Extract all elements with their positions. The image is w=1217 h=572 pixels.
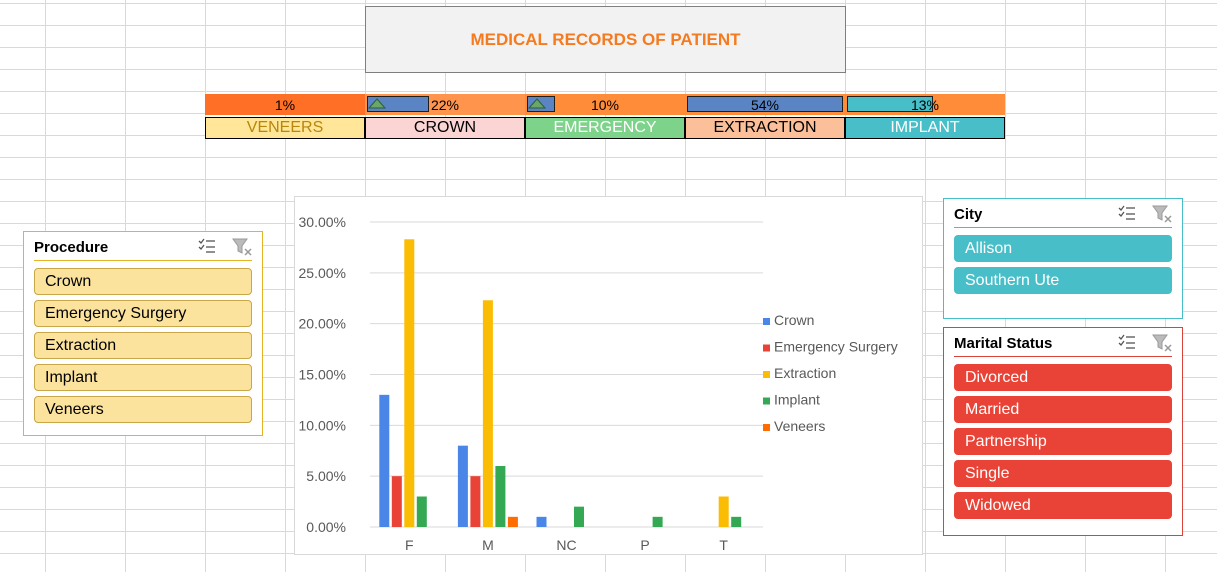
up-triangle-icon	[368, 98, 386, 109]
clear-filter-icon[interactable]	[232, 238, 252, 256]
slicer-item-extraction[interactable]: Extraction	[34, 332, 252, 359]
legend-label-emergency-surgery: Emergency Surgery	[774, 339, 898, 355]
bar-extraction-f	[404, 239, 415, 527]
city-slicer: City Allison Southern Ute	[943, 198, 1183, 319]
multi-select-icon[interactable]	[1118, 205, 1136, 221]
multi-select-icon[interactable]	[198, 238, 216, 254]
kpi-percent-implant: 13%	[845, 94, 1005, 115]
kpi-label-implant: IMPLANT	[845, 117, 1005, 139]
up-triangle-icon	[528, 98, 546, 109]
kpi-percent-emergency: 10%	[525, 94, 685, 115]
kpi-percent-label: 13%	[910, 96, 940, 113]
slicer-item-single[interactable]: Single	[954, 460, 1172, 487]
slicer-header-icons	[1118, 205, 1172, 223]
x-tick-label: NC	[556, 537, 576, 553]
clear-filter-icon[interactable]	[1152, 334, 1172, 352]
bar-emergency-surgery-f	[391, 476, 402, 527]
slicer-title: Marital Status	[954, 335, 1053, 352]
slicer-item-divorced[interactable]: Divorced	[954, 364, 1172, 391]
procedure-chart[interactable]: 0.00% 5.00% 10.00% 15.00% 20.00% 25.00% 30.00%…	[294, 196, 923, 555]
bar-veneers-m	[507, 516, 518, 527]
bar-extraction-t	[718, 496, 729, 527]
bar-crown-m	[457, 445, 468, 527]
legend-swatch-veneers	[763, 424, 770, 431]
legend-swatch-emergency-surgery	[763, 344, 770, 352]
y-tick-label: 5.00%	[306, 468, 346, 484]
kpi-percent-label: 54%	[750, 96, 780, 113]
x-tick-label: M	[482, 537, 494, 553]
legend-label-veneers: Veneers	[774, 418, 825, 434]
x-tick-label: F	[405, 537, 414, 553]
y-tick-label: 15.00%	[299, 367, 346, 383]
x-tick-label: P	[640, 537, 649, 553]
bar-extraction-m	[482, 300, 493, 527]
legend-label-implant: Implant	[774, 392, 820, 408]
clear-filter-icon[interactable]	[1152, 205, 1172, 223]
slicer-header-icons	[198, 238, 252, 256]
legend-swatch-crown	[763, 318, 770, 325]
kpi-percent-label: 22%	[430, 96, 460, 113]
slicer-item-allison[interactable]: Allison	[954, 235, 1172, 262]
bar-implant-m	[495, 466, 506, 527]
slicer-title: Procedure	[34, 239, 109, 256]
y-tick-label: 0.00%	[306, 519, 346, 535]
kpi-data-bar	[687, 96, 843, 112]
bar-emergency-surgery-m	[470, 476, 481, 527]
legend-swatch-extraction	[763, 371, 770, 378]
legend-label-crown: Crown	[774, 312, 814, 328]
kpi-percent-veneers: 1%	[205, 94, 365, 115]
slicer-header: City	[954, 199, 1172, 228]
bar-crown-nc	[536, 516, 547, 527]
slicer-title: City	[954, 206, 983, 223]
procedure-slicer: Procedure Crown Emergency Surgery Extractio…	[23, 231, 263, 436]
slicer-header: Procedure	[34, 232, 252, 261]
kpi-percent-label: 10%	[590, 96, 620, 113]
legend-swatch-implant	[763, 397, 770, 405]
bar-implant-f	[416, 496, 427, 527]
chart-svg: 0.00% 5.00% 10.00% 15.00% 20.00% 25.00% 30.00%…	[299, 214, 898, 553]
slicer-header: Marital Status	[954, 328, 1172, 357]
page-title-text: MEDICAL RECORDS OF PATIENT	[470, 29, 741, 49]
slicer-item-emergency-surgery[interactable]: Emergency Surgery	[34, 300, 252, 327]
slicer-item-southern-ute[interactable]: Southern Ute	[954, 267, 1172, 294]
bar-implant-p	[652, 516, 663, 527]
slicer-item-implant[interactable]: Implant	[34, 364, 252, 391]
kpi-label-veneers: VENEERS	[205, 117, 365, 139]
kpi-percent-label: 1%	[274, 96, 296, 113]
y-tick-label: 25.00%	[299, 265, 346, 281]
kpi-label-extraction: EXTRACTION	[685, 117, 845, 139]
kpi-data-bar	[847, 96, 933, 112]
bar-implant-nc	[574, 506, 584, 527]
multi-select-icon[interactable]	[1118, 334, 1136, 350]
y-tick-label: 10.00%	[299, 417, 346, 433]
kpi-percent-extraction: 54%	[685, 94, 845, 115]
slicer-item-married[interactable]: Married	[954, 396, 1172, 423]
bar-crown-f	[379, 394, 390, 527]
bar-implant-t	[731, 516, 742, 527]
slicer-item-crown[interactable]: Crown	[34, 268, 252, 295]
kpi-percent-crown: 22%	[365, 94, 525, 115]
legend-label-extraction: Extraction	[774, 365, 836, 381]
marital-status-slicer: Marital Status Divorced Married Partnership…	[943, 327, 1183, 536]
slicer-item-widowed[interactable]: Widowed	[954, 492, 1172, 519]
y-tick-label: 30.00%	[299, 214, 346, 230]
slicer-header-icons	[1118, 334, 1172, 352]
kpi-label-crown: CROWN	[365, 117, 525, 139]
page-title: MEDICAL RECORDS OF PATIENT	[365, 6, 846, 73]
slicer-item-partnership[interactable]: Partnership	[954, 428, 1172, 455]
y-tick-label: 20.00%	[299, 316, 346, 332]
kpi-label-emergency: EMERGENCY	[525, 117, 685, 139]
slicer-item-veneers[interactable]: Veneers	[34, 396, 252, 423]
x-tick-label: T	[719, 537, 728, 553]
